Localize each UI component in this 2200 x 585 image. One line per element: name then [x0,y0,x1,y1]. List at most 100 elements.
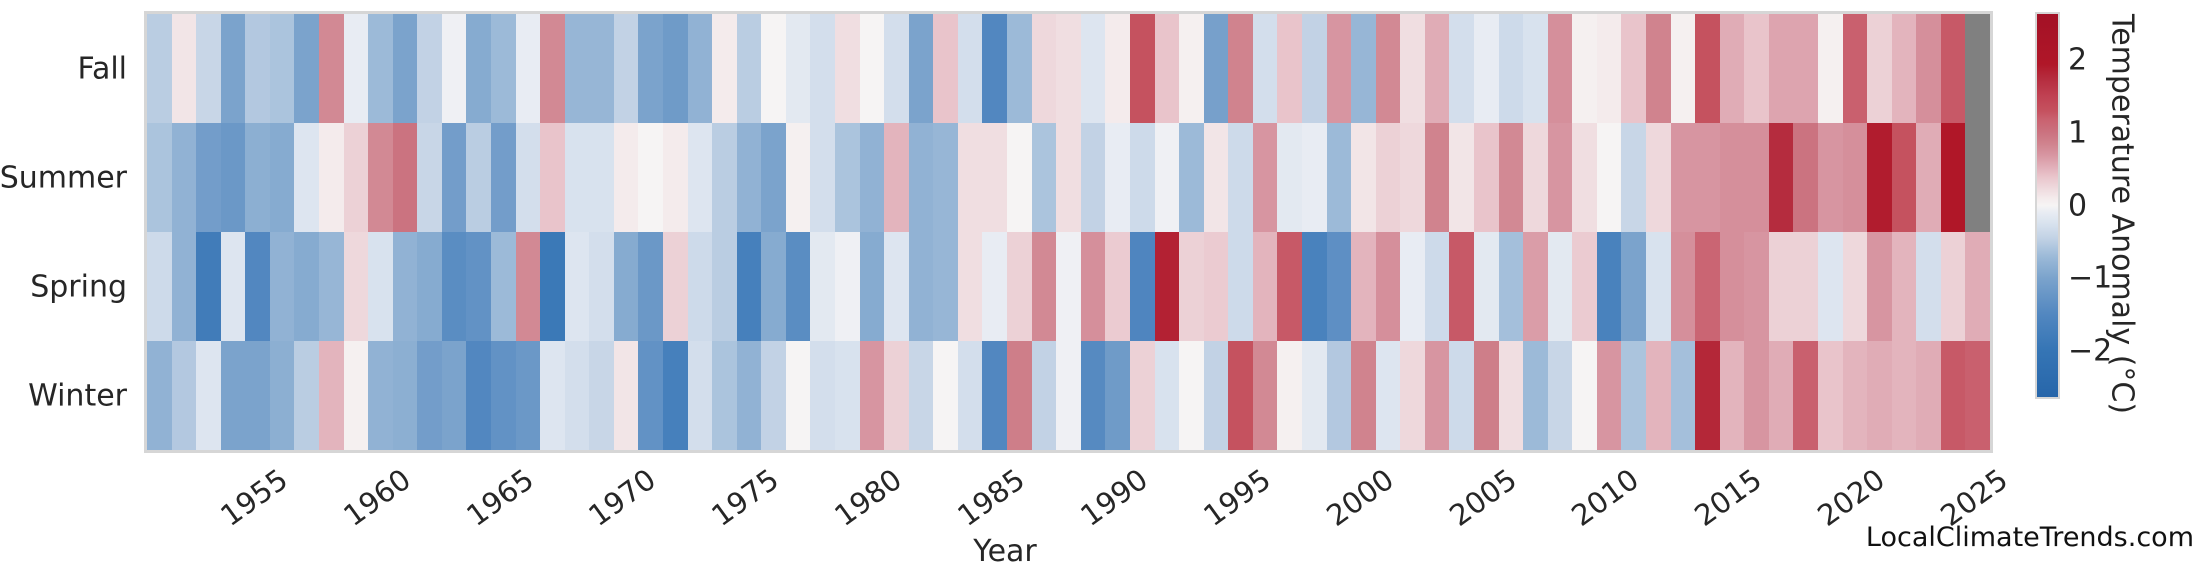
heatmap-cell [1572,341,1597,450]
row-label-fall: Fall [77,51,127,86]
heatmap-cell [1547,14,1573,123]
heatmap-cell [1400,341,1425,450]
heatmap-cell [1596,123,1622,232]
heatmap-cell [908,123,934,232]
heatmap-cell [392,232,418,341]
heatmap-cell [1645,14,1671,123]
heatmap-cell [1424,123,1450,232]
heatmap-cell [171,123,197,232]
heatmap-cell [319,123,344,232]
heatmap-cell [466,14,492,123]
heatmap-cell [761,232,786,341]
heatmap-cell [663,232,688,341]
heatmap-cell [466,232,492,341]
heatmap-cell [564,123,590,232]
heatmap-cell [712,14,737,123]
heatmap-cell [1965,14,1990,123]
heatmap-cell [1203,232,1229,341]
heatmap-cell [1523,232,1548,341]
heatmap-cell [466,123,492,232]
heatmap-cell [1080,123,1106,232]
heatmap-cell [687,123,713,232]
heatmap-cell [1498,341,1524,450]
heatmap-cell [171,232,197,341]
heatmap-cell [1105,232,1130,341]
heatmap-cell [638,341,664,450]
heatmap-cell [908,232,934,341]
heatmap-cell [638,14,664,123]
heatmap-cell [515,232,541,341]
heatmap-cell [1228,341,1253,450]
heatmap-cell [491,14,516,123]
heatmap-cell [343,14,369,123]
heatmap-cell [1670,232,1696,341]
colorbar-tick-label: 2 [2068,42,2088,78]
heatmap-cell [1965,123,1990,232]
heatmap-cell [1326,341,1352,450]
heatmap-cell [1154,14,1180,123]
heatmap-cell [1007,123,1032,232]
heatmap-cell [245,14,270,123]
heatmap-cell [1154,123,1180,232]
heatmap-cell [147,341,172,450]
x-tick-label: 2020 [1811,462,1892,533]
heatmap-cell [564,232,590,341]
heatmap-cell [1744,341,1769,450]
heatmap-cell [712,341,737,450]
heatmap-cell [540,341,565,450]
heatmap-cell [933,341,958,450]
heatmap-cell [859,232,885,341]
heatmap-cell [1228,123,1253,232]
heatmap-cell [1523,123,1548,232]
colorbar-tick-label: −1 [2068,260,2113,296]
heatmap-cell [1252,232,1278,341]
heatmap-cell [1768,341,1794,450]
heatmap-cell [1326,123,1352,232]
heatmap-cell [319,14,344,123]
heatmap-cell [859,123,885,232]
heatmap-cell [1056,123,1081,232]
heatmap-cell [1351,123,1376,232]
heatmap-cell [540,14,565,123]
heatmap-cell [1105,123,1130,232]
heatmap-cell [957,232,983,341]
heatmap-cell [1621,341,1646,450]
heatmap-cell [1523,14,1548,123]
heatmap-cell [171,14,197,123]
heatmap-cell [1547,232,1573,341]
heatmap-cell [638,123,664,232]
heatmap-cell [491,341,516,450]
heatmap-cell [245,232,270,341]
heatmap-cell [1793,123,1818,232]
heatmap-cell [319,341,344,450]
heatmap-cell [343,232,369,341]
heatmap-cell [196,14,221,123]
heatmap-cell [589,232,614,341]
heatmap-cell [957,14,983,123]
colorbar-title: Temperature Anomaly (°C) [2104,13,2140,415]
heatmap-cell [1007,232,1032,341]
heatmap-cell [835,232,860,341]
heatmap-cell [1621,123,1646,232]
heatmap-cell [613,232,639,341]
heatmap-cell [540,232,565,341]
heatmap-cell [1842,341,1868,450]
colorbar-tick-label: −2 [2068,333,2113,369]
heatmap-cell [1817,123,1843,232]
heatmap-cell [1129,14,1155,123]
heatmap-cell [933,232,958,341]
heatmap-cell [1007,341,1032,450]
heatmap-cell [933,123,958,232]
heatmap-cell [515,341,541,450]
heatmap-cell [147,14,172,123]
heatmap-cell [1670,341,1696,450]
heatmap-cell [1940,123,1966,232]
heatmap-cell [147,123,172,232]
heatmap-cell [1351,341,1376,450]
heatmap-cell [1817,232,1843,341]
colorbar-tick-label: 1 [2068,115,2088,151]
heatmap-cell [1891,123,1917,232]
heatmap-cell [1129,341,1155,450]
heatmap-cell [589,341,614,450]
heatmap-cell [1203,341,1229,450]
